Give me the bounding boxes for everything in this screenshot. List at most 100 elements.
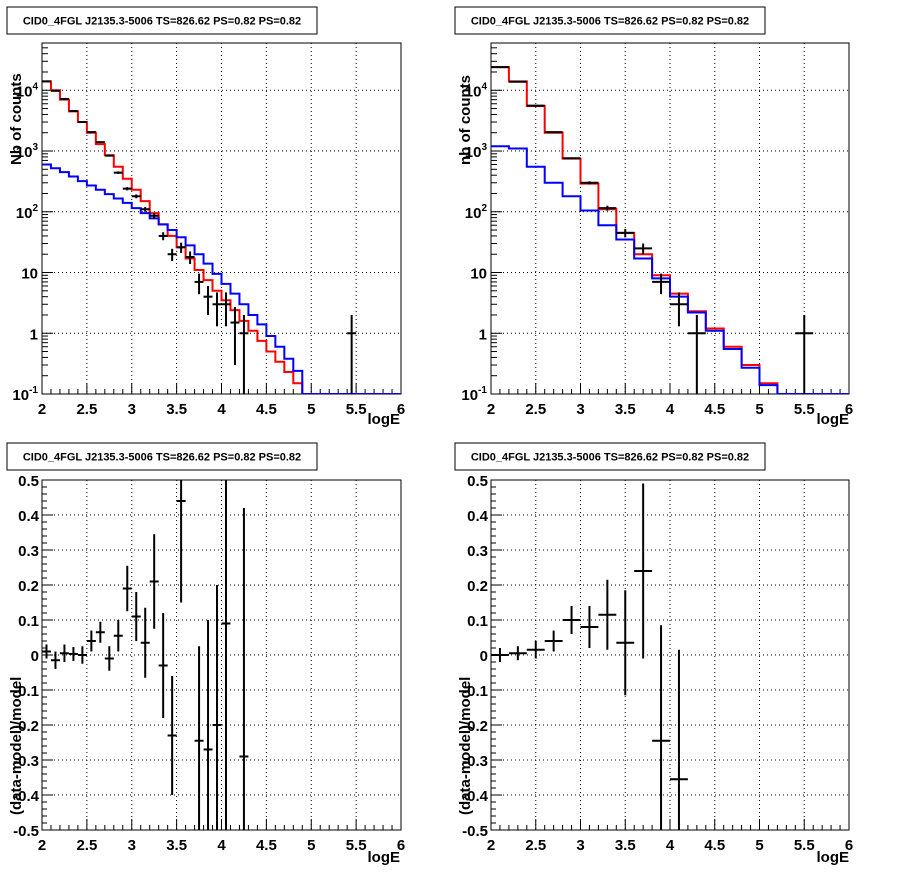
y-tick-label: 10 bbox=[21, 266, 38, 283]
y-tick-label: 0.3 bbox=[467, 543, 488, 560]
x-tick-label: 2 bbox=[38, 401, 46, 418]
x-tick-label: 2.5 bbox=[525, 401, 546, 418]
data-point bbox=[562, 157, 581, 160]
y-axis-ticks bbox=[42, 479, 53, 831]
chart-title: CID0_4FGL J2135.3-5006 TS=826.62 PS=0.82… bbox=[23, 16, 301, 28]
data-point bbox=[122, 187, 132, 191]
x-tick-label: 5.5 bbox=[794, 837, 815, 854]
y-tick-label: -0.3 bbox=[13, 753, 39, 770]
residual-points bbox=[42, 480, 249, 830]
chart-title: CID0_4FGL J2135.3-5006 TS=826.62 PS=0.82… bbox=[471, 452, 749, 464]
grid bbox=[42, 480, 401, 830]
x-tick-label: 4 bbox=[666, 837, 675, 854]
data-point bbox=[652, 273, 670, 295]
residual-point bbox=[616, 590, 635, 696]
data-point bbox=[140, 206, 150, 212]
panel-top-left: CID0_4FGL J2135.3-5006 TS=826.62 PS=0.82… bbox=[6, 6, 405, 428]
y-tick-label: 0.2 bbox=[467, 578, 488, 595]
title-box bbox=[6, 6, 318, 35]
y-axis-label: (data-model)/model bbox=[8, 677, 25, 815]
data-point bbox=[95, 141, 105, 144]
x-tick-label: 5.5 bbox=[346, 401, 367, 418]
residual-point bbox=[221, 480, 231, 830]
data-point bbox=[687, 314, 706, 394]
title-box bbox=[454, 442, 766, 471]
x-axis-label: logE bbox=[368, 411, 401, 428]
residual-point bbox=[42, 644, 51, 659]
data-point bbox=[77, 121, 87, 124]
data-point bbox=[616, 229, 635, 238]
residual-point bbox=[491, 648, 509, 662]
data-point bbox=[203, 285, 213, 315]
x-tick-label: 3 bbox=[576, 401, 584, 418]
y-tick-label: 0.4 bbox=[467, 508, 489, 525]
x-tick-label: 2.5 bbox=[76, 837, 97, 854]
residual-point bbox=[526, 641, 545, 659]
x-tick-label: 5.5 bbox=[346, 837, 367, 854]
data-point bbox=[221, 292, 231, 327]
x-tick-label: 6 bbox=[845, 401, 853, 418]
y-axis-label: (data-model)/model bbox=[457, 677, 474, 815]
grid bbox=[42, 43, 401, 394]
y-tick-label: 0.3 bbox=[18, 543, 39, 560]
series-source_model bbox=[491, 145, 849, 394]
y-tick-label: -0.3 bbox=[462, 753, 488, 770]
data-point bbox=[50, 89, 60, 92]
x-tick-label: 4.5 bbox=[256, 837, 277, 854]
x-axis-ticks bbox=[41, 819, 402, 830]
data-point bbox=[167, 248, 177, 261]
residual-point bbox=[158, 613, 168, 718]
residual-points bbox=[491, 483, 688, 830]
y-tick-label: 0.1 bbox=[18, 613, 39, 630]
data-point bbox=[158, 232, 168, 241]
x-axis-ticks bbox=[41, 383, 402, 394]
x-tick-label: 3.5 bbox=[615, 401, 636, 418]
x-tick-label: 2 bbox=[38, 837, 46, 854]
y-tick-label: -0.2 bbox=[13, 718, 39, 735]
data-points bbox=[42, 80, 357, 394]
y-axis-ticks bbox=[491, 42, 502, 395]
plot-area bbox=[491, 483, 688, 830]
y-axis-label: Nb of counts bbox=[8, 73, 25, 165]
x-tick-label: 5 bbox=[307, 837, 315, 854]
residual-point bbox=[194, 646, 204, 830]
data-point bbox=[59, 97, 69, 100]
residual-point bbox=[77, 646, 87, 664]
x-tick-label: 3 bbox=[128, 837, 136, 854]
data-point bbox=[580, 181, 599, 185]
residual-point bbox=[131, 592, 141, 641]
panel-top-right: CID0_4FGL J2135.3-5006 TS=826.62 PS=0.82… bbox=[454, 6, 853, 428]
y-tick-label: 0.4 bbox=[18, 508, 40, 525]
data-point bbox=[104, 154, 114, 157]
x-tick-label: 2 bbox=[487, 837, 495, 854]
residual-point bbox=[113, 620, 123, 652]
panel-bottom-right: CID0_4FGL J2135.3-5006 TS=826.62 PS=0.82… bbox=[454, 442, 853, 866]
x-axis-label: logE bbox=[817, 849, 850, 866]
data-points bbox=[491, 66, 814, 394]
x-tick-label: 4.5 bbox=[704, 837, 725, 854]
data-point bbox=[347, 314, 357, 394]
residual-point bbox=[149, 534, 159, 629]
chart-title: CID0_4FGL J2135.3-5006 TS=826.62 PS=0.82… bbox=[471, 16, 749, 28]
y-tick-label: 102 bbox=[465, 203, 488, 222]
x-tick-label: 4.5 bbox=[256, 401, 277, 418]
y-tick-label: 0.2 bbox=[18, 578, 39, 595]
grid bbox=[491, 43, 849, 394]
data-point bbox=[230, 307, 240, 366]
y-tick-label: 0 bbox=[31, 648, 39, 665]
data-point bbox=[239, 314, 249, 394]
y-tick-label: 102 bbox=[16, 203, 39, 222]
x-tick-label: 4 bbox=[217, 837, 226, 854]
x-tick-label: 2.5 bbox=[525, 837, 546, 854]
series-total_model bbox=[491, 66, 849, 394]
x-tick-label: 5 bbox=[307, 401, 315, 418]
data-point bbox=[634, 243, 653, 255]
x-tick-label: 3.5 bbox=[166, 401, 187, 418]
y-tick-label: -0.2 bbox=[462, 718, 488, 735]
x-tick-label: 4 bbox=[217, 401, 226, 418]
x-tick-label: 3.5 bbox=[166, 837, 187, 854]
y-tick-label: 0 bbox=[480, 648, 488, 665]
data-point bbox=[194, 273, 204, 295]
x-tick-label: 4.5 bbox=[704, 401, 725, 418]
data-point bbox=[86, 131, 96, 134]
